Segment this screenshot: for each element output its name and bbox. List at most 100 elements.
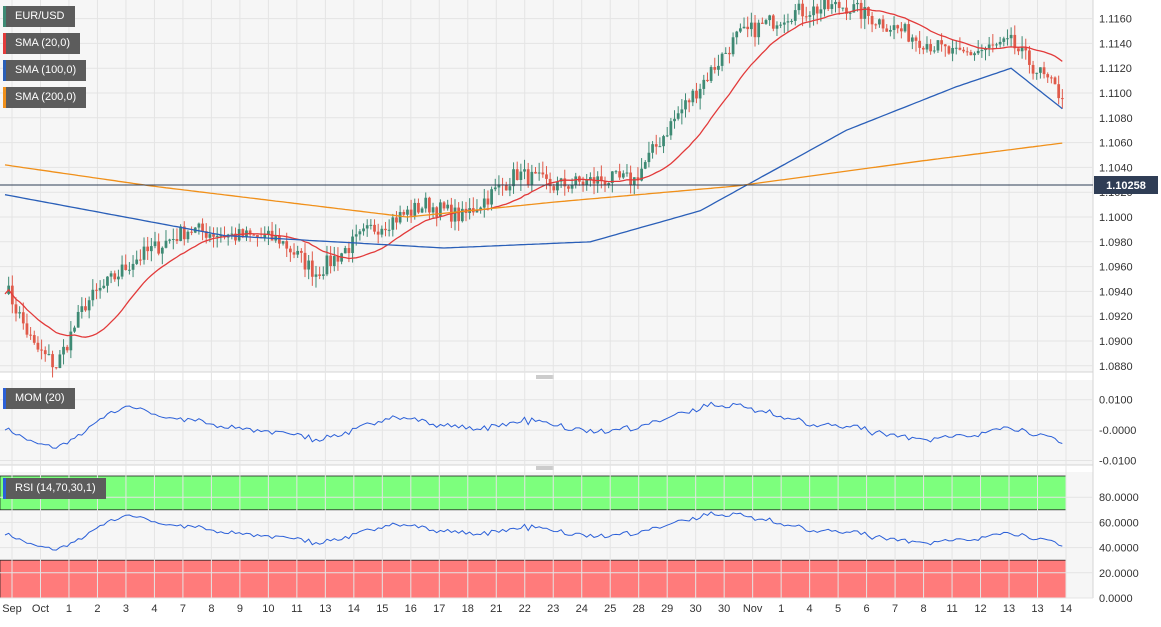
legend-sma100[interactable]: SMA (100,0) (3, 60, 87, 81)
candle-body (859, 2, 863, 19)
candle-body (281, 241, 285, 244)
x-tick-label: 22 (519, 603, 531, 615)
candle-body (157, 241, 161, 254)
candle-body (43, 350, 47, 355)
candle-body (18, 312, 22, 314)
y-tick-label: 1.0960 (1099, 262, 1133, 274)
candle-body (106, 276, 109, 286)
candle-body (402, 211, 406, 215)
candle-body (307, 260, 311, 270)
mom-resize-handle[interactable] (536, 375, 554, 379)
legend-mom[interactable]: MOM (20) (3, 388, 75, 409)
candle-body (958, 47, 962, 50)
legend-sma200[interactable]: SMA (200,0) (3, 87, 87, 108)
x-tick-label: 10 (262, 603, 274, 615)
candle-body (775, 25, 779, 29)
candle-body (523, 169, 526, 172)
candle-body (138, 259, 142, 261)
x-tick-label: 11 (291, 603, 302, 615)
mom-line (4, 401, 1063, 449)
legend-eurusd[interactable]: EUR/USD (3, 6, 75, 27)
candle-body (32, 335, 36, 343)
candle-body (482, 198, 486, 208)
candle-body (73, 327, 76, 332)
candle-body (695, 90, 698, 99)
x-tick-label: Sep (2, 603, 22, 615)
candle-body (197, 223, 201, 228)
candle-body (387, 229, 391, 231)
candle-body (131, 263, 135, 270)
candle-body (658, 146, 662, 148)
candle-body (845, 7, 848, 14)
y-tick-label: 1.1060 (1099, 138, 1133, 150)
candle-body (40, 349, 43, 351)
candle-body (318, 274, 322, 276)
candle-body (548, 178, 552, 187)
candle-body (545, 174, 548, 179)
candle-body (380, 228, 384, 235)
candle-body (848, 12, 852, 14)
candle-body (160, 247, 164, 254)
candle-body (98, 287, 102, 291)
candle-body (614, 171, 618, 173)
candle-body (782, 22, 786, 25)
candle-body (760, 22, 764, 24)
y-tick-label: 1.0880 (1099, 361, 1133, 373)
candles-layer (7, 0, 1064, 378)
candle-body (486, 198, 490, 205)
candle-body (742, 26, 746, 29)
candle-body (552, 186, 556, 191)
candle-body (1031, 64, 1035, 74)
candle-body (1053, 77, 1057, 85)
legend-rsi-label: RSI (14,70,30,1) (15, 482, 96, 494)
candle-body (135, 259, 139, 264)
legend-sma20[interactable]: SMA (20,0) (3, 33, 81, 54)
x-tick-label: 9 (237, 603, 243, 615)
x-tick-label: 4 (151, 603, 157, 615)
candle-body (907, 24, 911, 42)
candle-body (973, 53, 976, 56)
x-tick-label: 8 (208, 603, 214, 615)
y-tick-label: 1.1080 (1099, 113, 1133, 125)
candle-body (519, 171, 523, 181)
candle-body (168, 239, 172, 241)
candle-body (395, 217, 398, 223)
candle-body (921, 47, 925, 50)
candle-body (771, 15, 775, 29)
rsi-resize-handle[interactable] (536, 466, 554, 470)
candle-body (175, 239, 179, 241)
candle-body (830, 4, 834, 9)
candle-body (819, 9, 823, 14)
candle-body (589, 177, 592, 180)
candle-body (537, 172, 541, 174)
x-tick-label: 25 (604, 603, 616, 615)
y-tick-label: 20.0000 (1099, 568, 1139, 580)
candle-body (490, 189, 493, 205)
candle-body (947, 46, 951, 54)
candle-body (1049, 77, 1053, 79)
candle-body (574, 176, 578, 186)
candle-body (186, 231, 190, 240)
candle-body (146, 246, 150, 252)
x-tick-label: 28 (633, 603, 645, 615)
candle-body (1009, 34, 1013, 39)
candle-body (219, 235, 223, 237)
candle-body (124, 264, 128, 270)
candle-body (797, 3, 801, 11)
legend-rsi[interactable]: RSI (14,70,30,1) (3, 478, 106, 499)
candle-body (164, 240, 168, 248)
candle-body (720, 53, 724, 66)
candle-body (252, 234, 256, 236)
candle-body (515, 169, 519, 181)
x-tick-label: 13 (1031, 603, 1043, 615)
x-tick-label: 7 (180, 603, 186, 615)
candle-body (87, 300, 91, 311)
candle-body (29, 334, 32, 336)
candle-body (373, 224, 376, 232)
candle-body (475, 210, 479, 213)
candle-body (962, 49, 965, 52)
candle-body (76, 311, 80, 328)
candle-body (241, 229, 245, 238)
x-tick-label: 30 (690, 603, 702, 615)
